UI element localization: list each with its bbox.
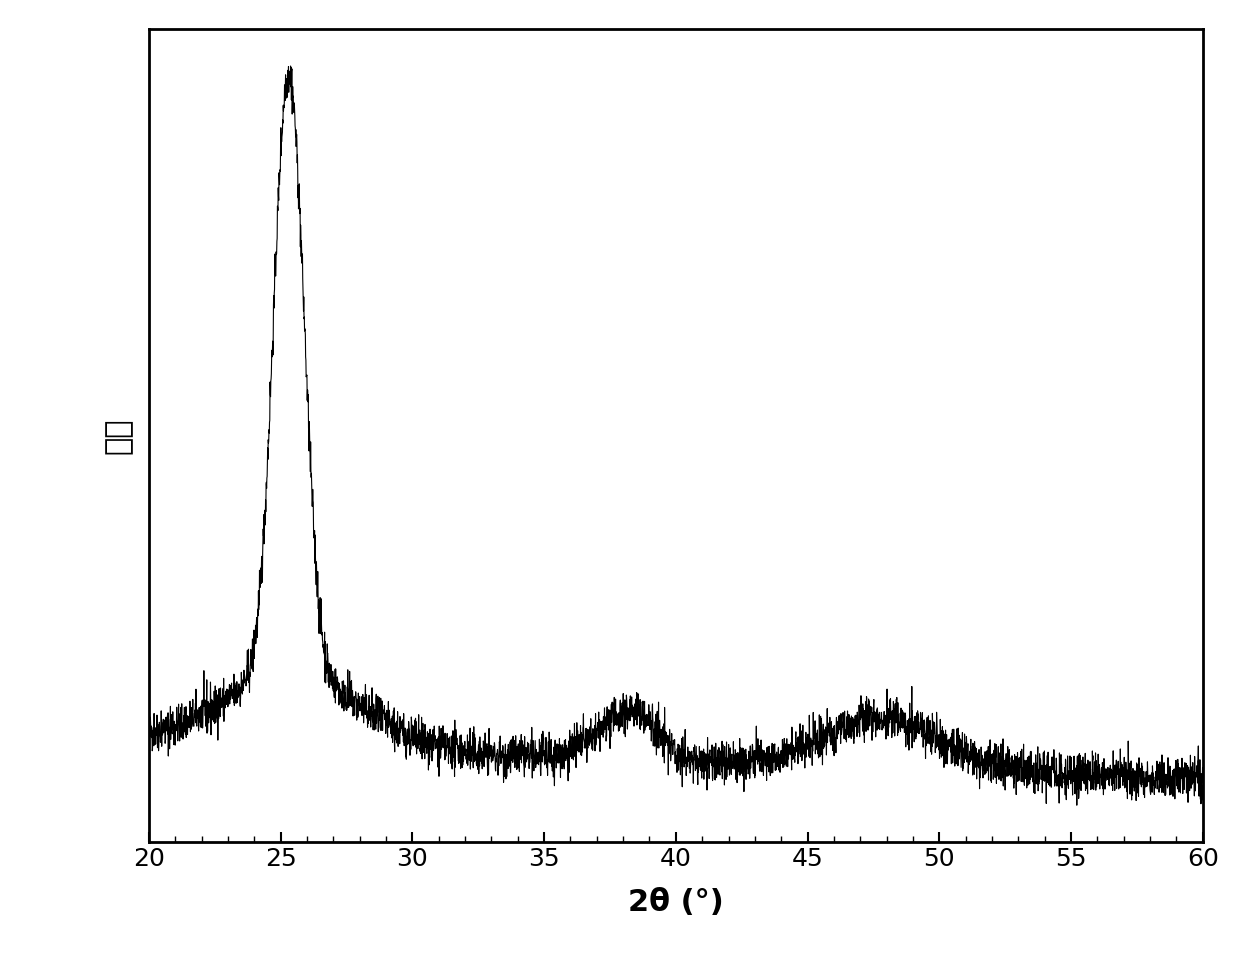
Y-axis label: 强度: 强度 <box>103 417 133 454</box>
X-axis label: 2θ (°): 2θ (°) <box>627 888 724 917</box>
